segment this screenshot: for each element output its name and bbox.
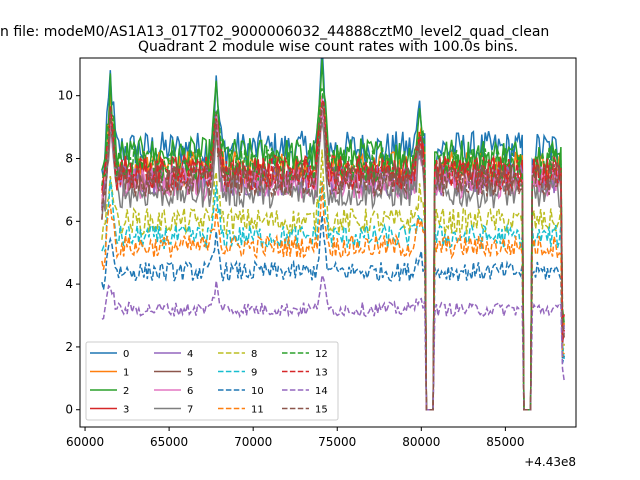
legend-label-2: 2: [123, 386, 129, 397]
legend-label-7: 7: [187, 405, 193, 416]
x-tick-label: 80000: [402, 435, 440, 449]
legend-label-13: 13: [315, 368, 328, 379]
figure-suptitle: n file: modeM0/AS1A13_017T02_9000006032_…: [0, 24, 549, 40]
y-tick-label: 10: [58, 89, 73, 103]
legend-label-8: 8: [251, 349, 257, 360]
legend-label-15: 15: [315, 405, 328, 416]
y-tick-label: 4: [65, 277, 73, 291]
legend-label-10: 10: [251, 386, 264, 397]
y-tick-label: 8: [65, 151, 73, 165]
series-line-8: [101, 149, 565, 411]
legend-label-3: 3: [123, 405, 129, 416]
series-line-5: [101, 101, 565, 411]
series-line-10: [101, 215, 565, 411]
axes-title: Quadrant 2 module wise count rates with …: [138, 39, 518, 55]
legend-label-6: 6: [187, 386, 193, 397]
x-axis: 60000 65000 70000 75000 80000 85000: [66, 427, 524, 449]
series-line-7: [101, 122, 565, 411]
legend-label-5: 5: [187, 368, 193, 379]
legend-label-1: 1: [123, 368, 129, 379]
legend-label-12: 12: [315, 349, 328, 360]
x-tick-label: 70000: [234, 435, 272, 449]
legend-label-0: 0: [123, 349, 129, 360]
legend-label-4: 4: [187, 349, 193, 360]
plot-frame: [79, 57, 577, 428]
x-offset-label: +4.43e8: [524, 455, 576, 469]
x-tick-label: 60000: [66, 435, 104, 449]
legend-label-11: 11: [251, 405, 264, 416]
series-layer: [101, 58, 565, 411]
series-line-9: [101, 179, 565, 411]
legend-label-9: 9: [251, 368, 257, 379]
x-tick-label: 75000: [318, 435, 356, 449]
y-tick-label: 6: [65, 214, 73, 228]
series-line-11: [101, 182, 565, 411]
x-tick-label: 65000: [150, 435, 188, 449]
y-tick-label: 2: [65, 340, 73, 354]
series-line-15: [101, 105, 565, 411]
x-tick-label: 85000: [486, 435, 524, 449]
series-line-13: [101, 98, 565, 411]
y-tick-label: 0: [65, 403, 73, 417]
legend-frame: [85, 341, 339, 421]
series-line-14: [101, 274, 565, 411]
legend-label-14: 14: [315, 386, 328, 397]
y-axis: 0 2 4 6 8 10: [58, 89, 80, 417]
